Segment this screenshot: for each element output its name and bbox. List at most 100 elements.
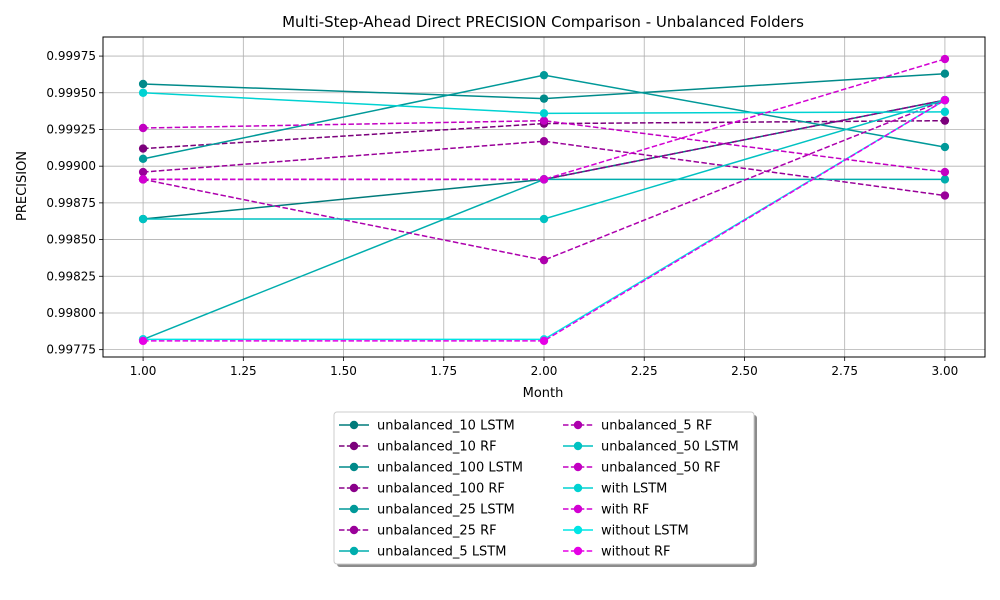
legend-label: without RF [601, 545, 671, 560]
data-point [940, 54, 950, 64]
series-line [143, 99, 946, 342]
data-point [138, 336, 148, 346]
legend-item: unbalanced_100 LSTM [339, 461, 523, 476]
legend-label: unbalanced_5 RF [601, 419, 712, 434]
legend-label: unbalanced_100 LSTM [377, 461, 523, 476]
legend-swatch-marker [349, 420, 359, 430]
series-line [143, 140, 946, 197]
data-point [138, 79, 148, 89]
x-axis-ticks: 1.00 1.25 1.50 1.75 2.00 2.25 2.50 2.75 3.00 [130, 357, 959, 378]
y-tick-label: 0.99775 [46, 343, 96, 357]
legend-item: unbalanced_5 RF [563, 419, 712, 434]
legend: unbalanced_10 LSTM unbalanced_10 RF unbala… [333, 411, 757, 567]
data-point [539, 214, 549, 224]
legend-label: unbalanced_10 LSTM [377, 419, 515, 434]
series [138, 70, 950, 164]
x-tick-label: 2.50 [731, 364, 758, 378]
legend-item: unbalanced_25 LSTM [339, 503, 515, 518]
legend-item: without RF [563, 545, 671, 560]
y-tick-label: 0.99925 [46, 122, 96, 136]
series-group [138, 54, 950, 346]
legend-item: unbalanced_5 LSTM [339, 545, 506, 560]
legend-swatch-marker [349, 546, 359, 556]
series [138, 88, 950, 118]
legend-item: unbalanced_10 LSTM [339, 419, 515, 434]
legend-label: without LSTM [601, 524, 689, 539]
legend-label: unbalanced_5 LSTM [377, 545, 506, 560]
data-point [940, 69, 950, 78]
y-axis-ticks: 0.99775 0.99800 0.99825 0.99850 0.99875 0.999… [46, 49, 103, 357]
legend-label: unbalanced_25 LSTM [377, 503, 515, 518]
legend-swatch-marker [573, 441, 583, 451]
x-tick-label: 1.50 [330, 364, 357, 378]
data-point [940, 116, 950, 125]
legend-swatch-marker [349, 504, 359, 514]
legend-item: unbalanced_100 RF [339, 482, 505, 497]
data-point [138, 88, 148, 97]
series [138, 69, 950, 103]
x-tick-label: 2.00 [531, 364, 558, 378]
legend-label: unbalanced_10 RF [377, 440, 497, 455]
legend-swatch-marker [573, 504, 583, 514]
x-tick-label: 1.00 [130, 364, 157, 378]
legend-label: with LSTM [601, 482, 667, 497]
series [138, 54, 950, 184]
legend-swatch-marker [349, 441, 359, 451]
legend-swatch-marker [573, 462, 583, 472]
legend-item: unbalanced_50 LSTM [563, 440, 739, 455]
y-tick-label: 0.99800 [46, 306, 96, 320]
series-line [143, 58, 946, 181]
data-point [940, 107, 950, 117]
data-point [539, 175, 549, 184]
data-point [940, 191, 950, 200]
y-tick-label: 0.99900 [46, 159, 96, 173]
legend-label: with RF [601, 503, 649, 518]
legend-item: unbalanced_50 RF [563, 461, 721, 476]
legend-swatch-marker [573, 483, 583, 493]
legend-swatch-marker [573, 525, 583, 535]
legend-label: unbalanced_100 RF [377, 482, 505, 497]
data-point [940, 175, 950, 184]
data-point [539, 255, 549, 265]
data-point [940, 142, 950, 152]
x-tick-label: 3.00 [932, 364, 959, 378]
grid [103, 37, 985, 357]
y-tick-label: 0.99950 [46, 86, 96, 100]
x-axis-label: Month [523, 386, 564, 401]
data-point [138, 175, 148, 184]
series [138, 95, 950, 346]
legend-swatch-marker [573, 420, 583, 430]
data-point [138, 167, 148, 177]
data-point [138, 154, 148, 164]
data-point [940, 95, 950, 105]
legend-swatch-marker [349, 462, 359, 472]
y-tick-label: 0.99875 [46, 196, 96, 210]
y-tick-label: 0.99825 [46, 269, 96, 283]
series [138, 137, 950, 200]
legend-swatch-marker [573, 546, 583, 556]
legend-item: unbalanced_10 RF [339, 440, 497, 455]
x-tick-label: 1.75 [430, 364, 457, 378]
series-line [142, 99, 946, 261]
legend-item: with LSTM [563, 482, 667, 497]
data-point [138, 144, 148, 153]
data-point [940, 167, 950, 177]
series-line [143, 99, 946, 181]
data-point [138, 214, 148, 224]
y-tick-label: 0.99850 [46, 233, 96, 247]
legend-swatch-marker [349, 525, 359, 535]
legend-item: unbalanced_25 RF [339, 524, 497, 539]
legend-item: with RF [563, 503, 649, 518]
x-tick-label: 2.25 [631, 364, 658, 378]
data-point [539, 94, 549, 103]
data-point [539, 336, 549, 346]
data-point [539, 109, 549, 118]
y-tick-label: 0.99975 [46, 49, 96, 63]
legend-label: unbalanced_50 RF [601, 461, 721, 476]
legend-label: unbalanced_50 LSTM [601, 440, 739, 455]
data-point [138, 123, 148, 133]
legend-swatch-marker [349, 483, 359, 493]
data-point [539, 137, 549, 146]
data-point [539, 116, 549, 125]
